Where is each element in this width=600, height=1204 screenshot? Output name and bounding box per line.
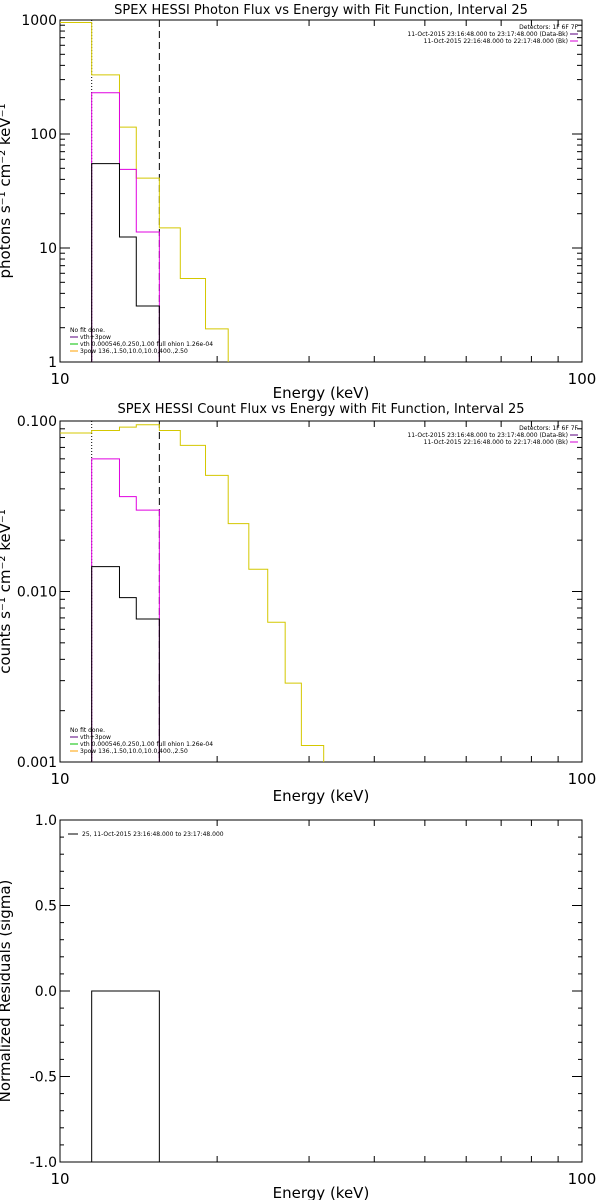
plot-frame <box>59 420 583 763</box>
x-tick-label: 100 <box>568 770 597 788</box>
y-tick-label: -0.5 <box>30 1070 57 1086</box>
y-tick-label: 10 <box>39 241 57 257</box>
legend-entry: vth 0.000546,0.250,1.00 full ohion 1.26e… <box>80 741 213 748</box>
spectrum-series-2 <box>91 566 160 762</box>
legend-entry: No fit done. <box>70 727 105 734</box>
x-tick-label: 10 <box>50 770 69 788</box>
x-axis-label: Energy (keV) <box>273 1184 370 1200</box>
y-tick-label: 0.100 <box>17 414 57 430</box>
legend-entry: vth+3pow <box>80 334 111 341</box>
spectrum-series-1 <box>91 92 160 362</box>
x-tick-label: 10 <box>50 1170 69 1188</box>
x-axis-label: Energy (keV) <box>273 787 370 805</box>
spectrum-series-0 <box>91 990 160 1162</box>
legend-entry: vth+3pow <box>80 734 111 741</box>
spectrum-series-2 <box>91 163 160 362</box>
y-tick-label: -1.0 <box>30 1155 57 1171</box>
y-axis-label: photons s⁻¹ cm⁻² keV⁻¹ <box>0 104 14 279</box>
legend-entry: vth 0.000546,0.250,1.00 full ohion 1.26e… <box>80 341 213 348</box>
x-tick-label: 10 <box>50 370 69 388</box>
y-tick-label: 0.0 <box>35 984 57 1000</box>
spectrum-series-0 <box>60 424 325 762</box>
legend-entry: 11-Oct-2015 23:16:48.000 to 23:17:48.000… <box>407 432 568 439</box>
legend-entry: Detectors: 1F 6F 7F <box>519 425 578 432</box>
y-tick-label: 0.5 <box>35 899 57 915</box>
y-axis-label: Normalized Residuals (sigma) <box>0 880 14 1103</box>
legend-entry: 25, 11-Oct-2015 23:16:48.000 to 23:17:48… <box>82 831 224 838</box>
y-tick-label: 0.010 <box>17 585 57 601</box>
x-tick-label: 100 <box>568 1170 597 1188</box>
plot-frame <box>59 19 583 363</box>
y-tick-label: 100 <box>30 127 57 143</box>
chart-title: SPEX HESSI Photon Flux vs Energy with Fi… <box>114 3 528 18</box>
y-tick-label: 1.0 <box>35 813 57 829</box>
legend-entry: No fit done. <box>70 327 105 334</box>
legend-entry: 11-Oct-2015 23:16:48.000 to 23:17:48.000… <box>407 31 568 38</box>
x-axis-label: Energy (keV) <box>273 384 370 402</box>
y-tick-label: 1 <box>48 355 57 371</box>
chart-title: SPEX HESSI Count Flux vs Energy with Fit… <box>117 402 524 417</box>
legend-entry: Detectors: 1F 6F 7F <box>519 24 578 31</box>
y-tick-label: 1000 <box>21 13 57 29</box>
y-tick-label: 0.001 <box>17 755 57 771</box>
legend-entry: 11-Oct-2015 22:16:48.000 to 22:17:48.000… <box>424 439 568 446</box>
legend-entry: 3pow 136.,1.50,10.0,10.0,400.,2.50 <box>80 348 188 355</box>
legend-entry: 11-Oct-2015 22:16:48.000 to 22:17:48.000… <box>424 38 568 45</box>
legend-entry: 3pow 136.,1.50,10.0,10.0,400.,2.50 <box>80 748 188 755</box>
y-axis-label: counts s⁻¹ cm⁻² keV⁻¹ <box>0 509 14 674</box>
x-tick-label: 100 <box>568 370 597 388</box>
spectrum-series-1 <box>91 458 160 762</box>
spectrum-series-0 <box>60 22 229 362</box>
